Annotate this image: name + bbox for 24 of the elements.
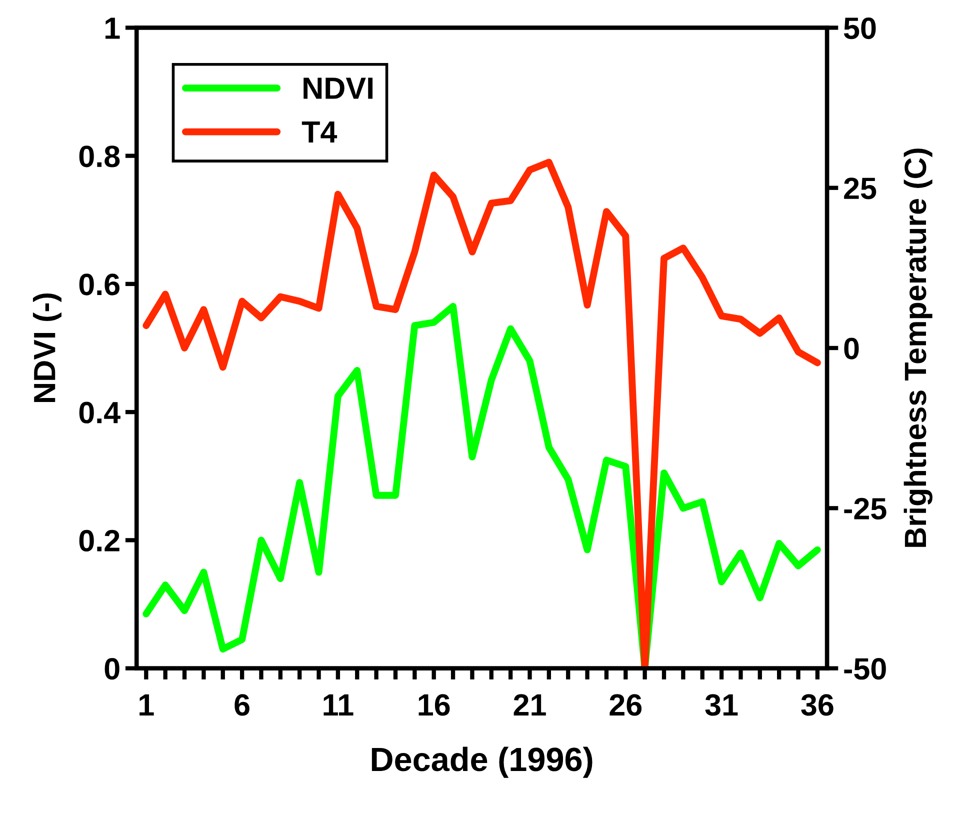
y2-axis-title: Brightness Temperature (C) xyxy=(904,148,932,547)
legend-label: T4 xyxy=(302,121,338,143)
y-tick-label: 0.6 xyxy=(79,274,120,296)
y-tick-label: 1 xyxy=(106,18,120,39)
x-tick-label: 11 xyxy=(324,694,354,716)
x-tick-label: 16 xyxy=(418,694,450,716)
x-tick-label: 31 xyxy=(705,694,738,716)
x-tick-label: 36 xyxy=(801,694,834,716)
y2-tick-label: 25 xyxy=(844,178,876,200)
x-tick-label: 1 xyxy=(140,694,154,716)
y2-tick-label: -50 xyxy=(844,658,886,680)
y2-tick-label: 50 xyxy=(844,17,876,40)
legend-label: NDVI xyxy=(304,78,373,99)
y-tick-label: 0.2 xyxy=(79,530,120,552)
x-axis-title: Decade (1996) xyxy=(372,746,592,778)
x-tick-label: 26 xyxy=(610,694,642,716)
y-tick-label: 0.8 xyxy=(79,146,120,168)
x-tick-label: 21 xyxy=(514,694,546,716)
y-tick-label: 0.4 xyxy=(79,402,120,424)
y2-tick-label: 0 xyxy=(844,338,859,360)
y2-tick-label: -25 xyxy=(844,498,886,520)
x-tick-label: 6 xyxy=(234,694,250,716)
y-axis-title: NDVI (-) xyxy=(32,294,62,402)
y-tick-label: 0 xyxy=(104,658,120,680)
